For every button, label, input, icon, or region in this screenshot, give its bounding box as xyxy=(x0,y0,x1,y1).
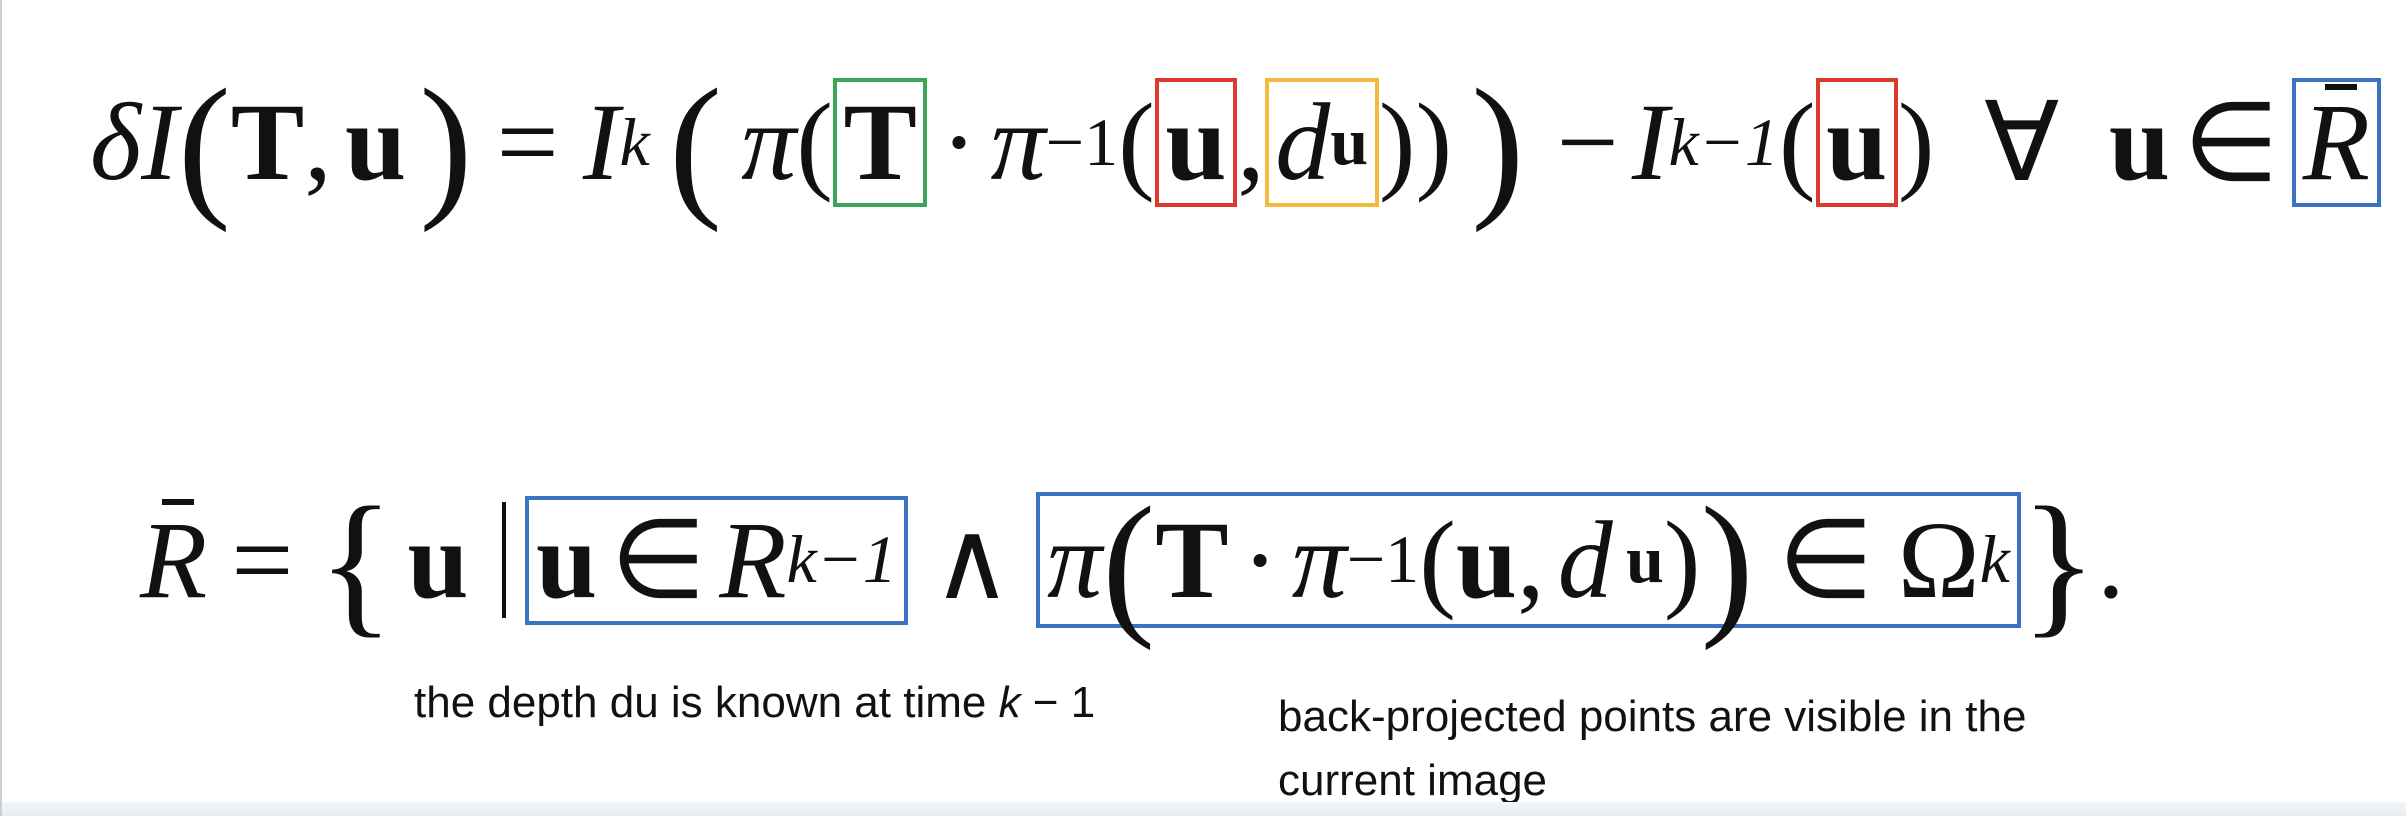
depth-symbol: d xyxy=(1275,80,1331,203)
logical-and-symbol: ∧ xyxy=(931,499,1013,622)
visibility-box: π ( T · π −1 ( u , d u ) ) ∈ Ω k xyxy=(1036,474,2021,652)
projection-symbol: π xyxy=(741,80,797,203)
transform-symbol: T xyxy=(230,80,305,203)
close-paren: ) xyxy=(1378,80,1416,203)
depth-symbol: d xyxy=(1557,498,1613,621)
close-paren: ) xyxy=(1415,80,1453,203)
pixel-symbol: u xyxy=(1826,80,1888,203)
inverse-superscript: −1 xyxy=(1045,103,1119,180)
omega-symbol: Ω xyxy=(1897,498,1980,621)
pixel-symbol: u xyxy=(1165,80,1227,203)
open-paren: ( xyxy=(1778,80,1816,203)
close-brace: } xyxy=(2020,474,2098,652)
element-of-symbol: ∈ xyxy=(1777,498,1874,621)
comma: , xyxy=(1237,80,1265,203)
caption-line-2: current image xyxy=(1278,756,1548,805)
region-prev-symbol: R xyxy=(719,498,787,621)
region-definition-equation: R = { u u ∈ R k−1 ∧ π ( T · π −1 ( u , d… xyxy=(140,460,2125,660)
equals-sign: = xyxy=(231,498,294,621)
inverse-superscript: −1 xyxy=(1346,521,1420,598)
comma: , xyxy=(1517,498,1545,621)
comma: , xyxy=(304,80,332,203)
dot-operator: · xyxy=(1241,498,1279,621)
transform-symbol: T xyxy=(843,80,917,203)
pixel-symbol: u xyxy=(2108,80,2170,203)
pixel-symbol: u xyxy=(344,80,407,203)
subscript-k-minus-1: k−1 xyxy=(786,521,897,598)
depth-known-caption: the depth du is known at time k − 1 xyxy=(414,678,1095,728)
subscript-k-minus-1: k−1 xyxy=(1668,103,1779,180)
open-paren: ( xyxy=(177,56,231,234)
delta-symbol: δ xyxy=(90,80,142,203)
pixel-box: u xyxy=(1154,77,1238,207)
transform-symbol: T xyxy=(1155,498,1229,621)
transform-box: T xyxy=(832,77,928,207)
pixel-symbol: u xyxy=(407,498,469,621)
open-paren: ( xyxy=(796,80,833,203)
known-depth-box: u ∈ R k−1 xyxy=(525,495,908,625)
close-paren: ) xyxy=(419,56,473,234)
caption-text: the depth du is known at time xyxy=(414,678,999,727)
close-paren: ) xyxy=(1897,80,1935,203)
depth-box: d u xyxy=(1264,77,1379,207)
region-bar-symbol: R xyxy=(2302,80,2370,203)
subscript-u: u xyxy=(1330,103,1369,180)
projection-symbol: π xyxy=(990,80,1046,203)
intensity-symbol: I xyxy=(141,80,178,203)
bottom-strip xyxy=(2,802,2406,816)
intensity-k-symbol: I xyxy=(582,80,620,203)
region-box: R xyxy=(2292,77,2381,207)
open-paren: ( xyxy=(1419,498,1456,621)
visibility-caption: back-projected points are visible in the… xyxy=(1278,685,2026,813)
open-brace: { xyxy=(317,474,395,652)
big-close-paren: ) xyxy=(1471,56,1525,234)
element-of-symbol: ∈ xyxy=(2183,81,2280,204)
big-open-paren: ( xyxy=(1102,474,1156,652)
projection-symbol: π xyxy=(1291,498,1347,621)
pixel-box-2: u xyxy=(1815,77,1898,207)
subscript-k: k xyxy=(619,103,650,180)
caption-k: k xyxy=(998,678,1021,727)
pixel-symbol: u xyxy=(1455,498,1518,621)
open-paren: ( xyxy=(1118,80,1155,203)
period: . xyxy=(2097,498,2125,621)
intensity-prev-symbol: I xyxy=(1631,80,1669,203)
region-bar-symbol: R xyxy=(140,497,207,624)
caption-tail: − 1 xyxy=(1020,678,1096,727)
forall-symbol: ∀ xyxy=(1984,81,2060,204)
pixel-symbol: u xyxy=(535,498,598,621)
dot-operator: · xyxy=(940,80,978,203)
big-close-paren: ) xyxy=(1700,474,1754,652)
subscript-u: u xyxy=(1625,521,1664,598)
subscript-k: k xyxy=(1979,521,2010,598)
caption-line-1: back-projected points are visible in the xyxy=(1278,692,2027,741)
close-paren: ) xyxy=(1663,498,1701,621)
set-divider xyxy=(501,502,506,618)
equals-sign: = xyxy=(496,80,559,203)
projection-symbol: π xyxy=(1046,498,1103,621)
photometric-error-equation: δ I ( T , u ) = I k ( π ( T · π −1 ( u ,… xyxy=(90,42,2381,242)
minus-sign: − xyxy=(1556,80,1619,203)
element-of-symbol: ∈ xyxy=(610,498,707,621)
big-open-paren: ( xyxy=(668,56,723,234)
